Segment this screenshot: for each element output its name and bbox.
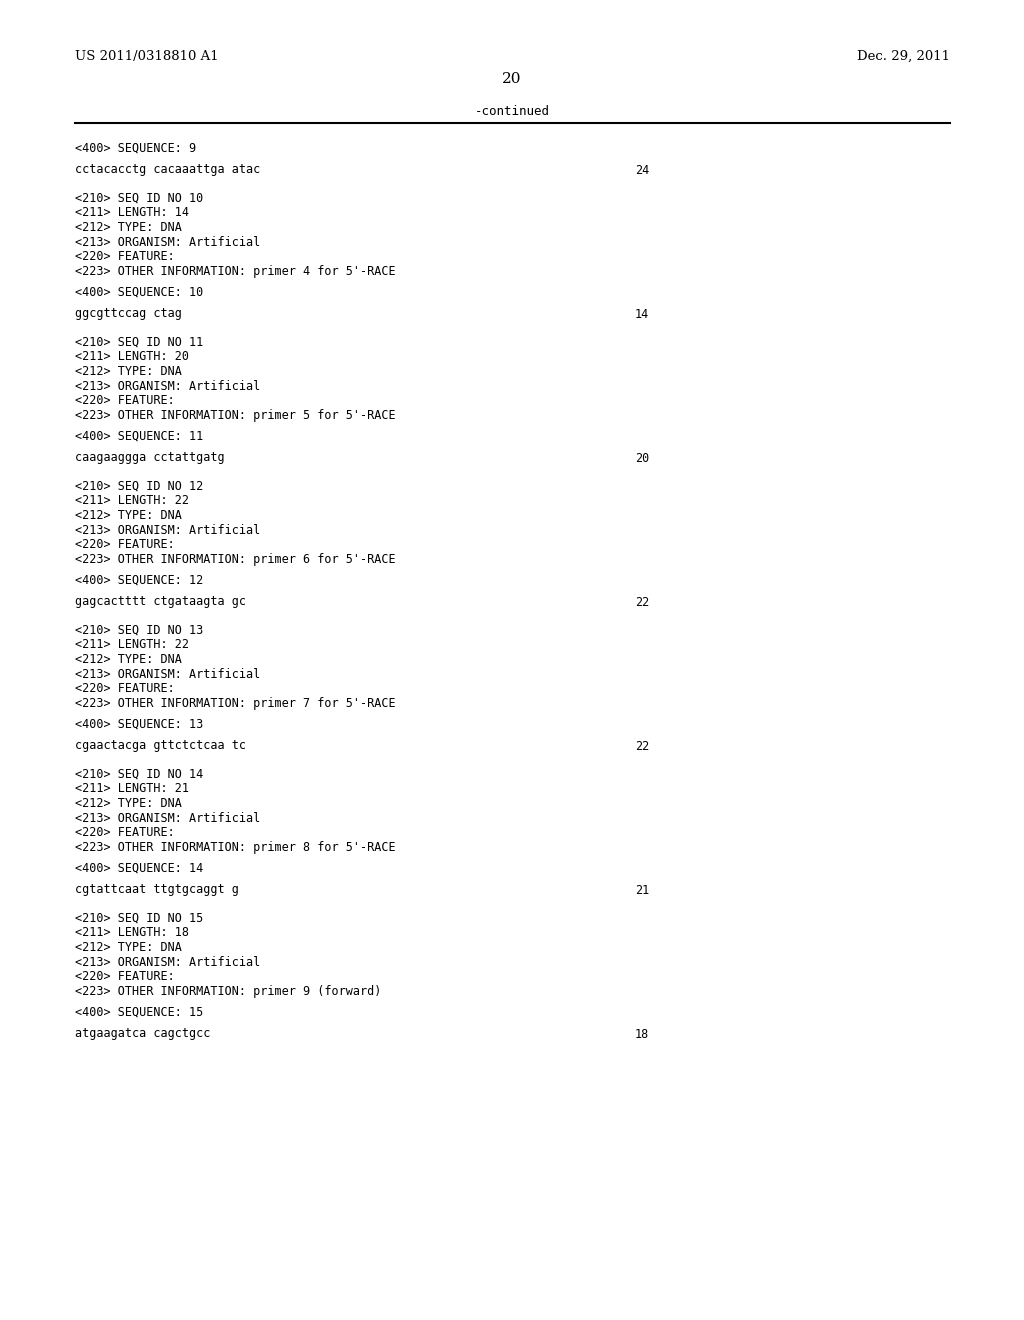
Text: <220> FEATURE:: <220> FEATURE: [75, 682, 175, 696]
Text: 20: 20 [635, 451, 649, 465]
Text: <220> FEATURE:: <220> FEATURE: [75, 826, 175, 840]
Text: <220> FEATURE:: <220> FEATURE: [75, 539, 175, 550]
Text: 22: 22 [635, 739, 649, 752]
Text: 20: 20 [502, 73, 522, 86]
Text: <210> SEQ ID NO 14: <210> SEQ ID NO 14 [75, 768, 203, 781]
Text: 14: 14 [635, 308, 649, 321]
Text: cgaactacga gttctctcaa tc: cgaactacga gttctctcaa tc [75, 739, 246, 752]
Text: <211> LENGTH: 22: <211> LENGTH: 22 [75, 639, 189, 652]
Text: <220> FEATURE:: <220> FEATURE: [75, 393, 175, 407]
Text: 24: 24 [635, 164, 649, 177]
Text: <210> SEQ ID NO 15: <210> SEQ ID NO 15 [75, 912, 203, 925]
Text: <210> SEQ ID NO 11: <210> SEQ ID NO 11 [75, 337, 203, 348]
Text: <210> SEQ ID NO 10: <210> SEQ ID NO 10 [75, 191, 203, 205]
Text: 21: 21 [635, 883, 649, 896]
Text: <213> ORGANISM: Artificial: <213> ORGANISM: Artificial [75, 956, 260, 969]
Text: <223> OTHER INFORMATION: primer 6 for 5'-RACE: <223> OTHER INFORMATION: primer 6 for 5'… [75, 553, 395, 565]
Text: <210> SEQ ID NO 13: <210> SEQ ID NO 13 [75, 624, 203, 638]
Text: <212> TYPE: DNA: <212> TYPE: DNA [75, 653, 182, 667]
Text: <213> ORGANISM: Artificial: <213> ORGANISM: Artificial [75, 812, 260, 825]
Text: <211> LENGTH: 22: <211> LENGTH: 22 [75, 495, 189, 507]
Text: <400> SEQUENCE: 9: <400> SEQUENCE: 9 [75, 143, 197, 154]
Text: <213> ORGANISM: Artificial: <213> ORGANISM: Artificial [75, 380, 260, 392]
Text: -continued: -continued [474, 106, 550, 117]
Text: 18: 18 [635, 1027, 649, 1040]
Text: cctacacctg cacaaattga atac: cctacacctg cacaaattga atac [75, 164, 260, 177]
Text: <211> LENGTH: 14: <211> LENGTH: 14 [75, 206, 189, 219]
Text: <220> FEATURE:: <220> FEATURE: [75, 970, 175, 983]
Text: gagcactttt ctgataagta gc: gagcactttt ctgataagta gc [75, 595, 246, 609]
Text: <211> LENGTH: 21: <211> LENGTH: 21 [75, 783, 189, 796]
Text: <212> TYPE: DNA: <212> TYPE: DNA [75, 510, 182, 521]
Text: <213> ORGANISM: Artificial: <213> ORGANISM: Artificial [75, 668, 260, 681]
Text: <400> SEQUENCE: 10: <400> SEQUENCE: 10 [75, 286, 203, 300]
Text: <212> TYPE: DNA: <212> TYPE: DNA [75, 366, 182, 378]
Text: atgaagatca cagctgcc: atgaagatca cagctgcc [75, 1027, 210, 1040]
Text: <212> TYPE: DNA: <212> TYPE: DNA [75, 797, 182, 810]
Text: 22: 22 [635, 595, 649, 609]
Text: cgtattcaat ttgtgcaggt g: cgtattcaat ttgtgcaggt g [75, 883, 239, 896]
Text: <400> SEQUENCE: 13: <400> SEQUENCE: 13 [75, 718, 203, 731]
Text: <211> LENGTH: 18: <211> LENGTH: 18 [75, 927, 189, 940]
Text: US 2011/0318810 A1: US 2011/0318810 A1 [75, 50, 219, 63]
Text: Dec. 29, 2011: Dec. 29, 2011 [857, 50, 950, 63]
Text: <400> SEQUENCE: 15: <400> SEQUENCE: 15 [75, 1006, 203, 1019]
Text: <213> ORGANISM: Artificial: <213> ORGANISM: Artificial [75, 235, 260, 248]
Text: caagaaggga cctattgatg: caagaaggga cctattgatg [75, 451, 224, 465]
Text: <400> SEQUENCE: 11: <400> SEQUENCE: 11 [75, 430, 203, 444]
Text: <213> ORGANISM: Artificial: <213> ORGANISM: Artificial [75, 524, 260, 536]
Text: <212> TYPE: DNA: <212> TYPE: DNA [75, 941, 182, 954]
Text: <210> SEQ ID NO 12: <210> SEQ ID NO 12 [75, 480, 203, 492]
Text: <223> OTHER INFORMATION: primer 7 for 5'-RACE: <223> OTHER INFORMATION: primer 7 for 5'… [75, 697, 395, 710]
Text: ggcgttccag ctag: ggcgttccag ctag [75, 308, 182, 321]
Text: <400> SEQUENCE: 12: <400> SEQUENCE: 12 [75, 574, 203, 587]
Text: <223> OTHER INFORMATION: primer 5 for 5'-RACE: <223> OTHER INFORMATION: primer 5 for 5'… [75, 408, 395, 421]
Text: <223> OTHER INFORMATION: primer 9 (forward): <223> OTHER INFORMATION: primer 9 (forwa… [75, 985, 381, 998]
Text: <223> OTHER INFORMATION: primer 4 for 5'-RACE: <223> OTHER INFORMATION: primer 4 for 5'… [75, 264, 395, 277]
Text: <223> OTHER INFORMATION: primer 8 for 5'-RACE: <223> OTHER INFORMATION: primer 8 for 5'… [75, 841, 395, 854]
Text: <220> FEATURE:: <220> FEATURE: [75, 249, 175, 263]
Text: <400> SEQUENCE: 14: <400> SEQUENCE: 14 [75, 862, 203, 875]
Text: <212> TYPE: DNA: <212> TYPE: DNA [75, 220, 182, 234]
Text: <211> LENGTH: 20: <211> LENGTH: 20 [75, 351, 189, 363]
